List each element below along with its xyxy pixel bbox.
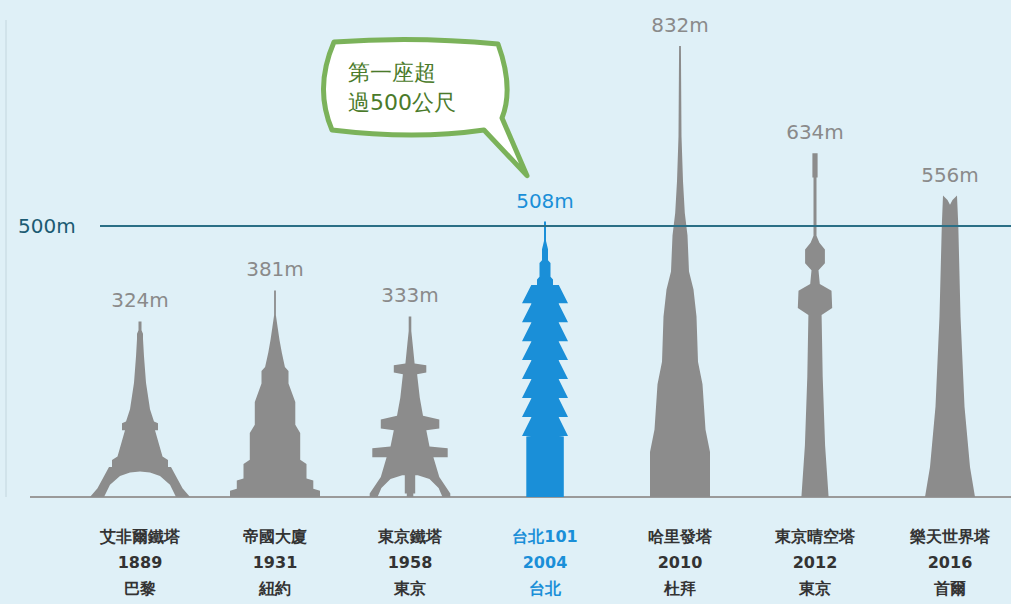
tower (370, 317, 451, 498)
value-label: 381m (246, 257, 304, 281)
reference-line (100, 225, 1011, 227)
year-label: 1958 (388, 553, 433, 572)
annotation-bubble (323, 39, 527, 175)
tower (650, 46, 710, 497)
chart: 500m 324m 381m 333m 508m 832m 634m 556m 艾非爾鐵塔 188… (0, 0, 1011, 604)
year-label: 2010 (658, 553, 703, 572)
tower (522, 222, 568, 497)
category-label: 樂天世界塔 (909, 527, 991, 546)
annotation-text: 第一座超過500公尺 (348, 60, 456, 115)
value-label: 508m (516, 189, 574, 213)
year-label: 1931 (253, 553, 298, 572)
value-label: 634m (786, 120, 844, 144)
year-label: 2012 (793, 553, 838, 572)
category-label: 哈里發塔 (648, 527, 713, 546)
city-label: 東京 (393, 579, 426, 598)
category-label: 東京鐵塔 (377, 527, 443, 546)
annotation: 第一座超過500公尺 (323, 39, 527, 175)
value-axis (6, 20, 7, 497)
category-label: 艾非爾鐵塔 (99, 527, 181, 546)
year-label: 2004 (523, 553, 568, 572)
city-label: 巴黎 (124, 579, 156, 598)
category-label: 東京晴空塔 (774, 527, 856, 546)
year-label: 2016 (928, 553, 973, 572)
category-label: 台北101 (512, 527, 577, 546)
tower (925, 196, 975, 497)
city-label: 杜拜 (663, 579, 696, 598)
marks (90, 46, 975, 497)
category-label: 帝國大廈 (243, 527, 307, 546)
value-label: 324m (111, 288, 169, 312)
city-label: 台北 (529, 579, 562, 598)
tower (90, 321, 190, 497)
reference-label: 500m (18, 214, 76, 238)
value-label: 832m (651, 13, 709, 37)
city-label: 首爾 (933, 579, 966, 598)
value-label: 333m (381, 283, 439, 307)
city-label: 東京 (798, 579, 831, 598)
city-label: 紐約 (258, 579, 291, 598)
tower (230, 291, 320, 498)
year-label: 1889 (118, 553, 163, 572)
tower (798, 153, 832, 497)
value-label: 556m (921, 163, 979, 187)
